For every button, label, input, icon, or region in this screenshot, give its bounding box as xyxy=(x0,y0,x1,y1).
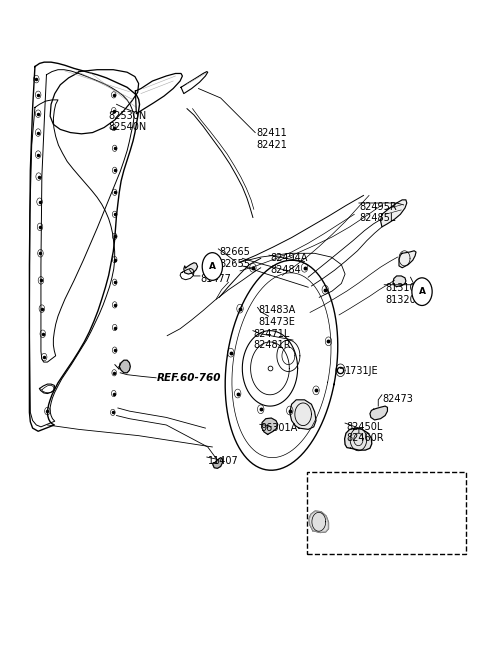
Polygon shape xyxy=(262,418,278,434)
Circle shape xyxy=(412,278,432,305)
Text: 82411
82421: 82411 82421 xyxy=(256,128,287,150)
Bar xyxy=(307,472,466,554)
Text: 82665
82655: 82665 82655 xyxy=(219,247,250,269)
Text: 82450L
82460R: 82450L 82460R xyxy=(346,422,384,443)
Polygon shape xyxy=(184,263,198,274)
Text: 96301A: 96301A xyxy=(261,423,298,433)
Text: 81310
81320: 81310 81320 xyxy=(385,284,416,305)
Polygon shape xyxy=(370,406,387,420)
Polygon shape xyxy=(345,428,372,450)
Text: A: A xyxy=(419,287,425,296)
Text: 82473: 82473 xyxy=(383,394,414,403)
Text: (W/AUTO UP/DOWN
      SAFETY): (W/AUTO UP/DOWN SAFETY) xyxy=(313,479,408,501)
Text: 81477: 81477 xyxy=(201,274,232,284)
Circle shape xyxy=(202,253,223,280)
Text: 81483A
81473E: 81483A 81473E xyxy=(258,305,296,327)
Polygon shape xyxy=(393,276,406,287)
Text: REF.60-760: REF.60-760 xyxy=(157,373,222,383)
Text: 82530N
82540N: 82530N 82540N xyxy=(108,111,147,132)
Text: 82495R
82485L: 82495R 82485L xyxy=(360,202,397,223)
Text: 11407: 11407 xyxy=(208,456,239,466)
Polygon shape xyxy=(381,200,407,227)
Text: 82494A
82484: 82494A 82484 xyxy=(270,253,307,275)
Text: A: A xyxy=(209,262,216,271)
Text: 82471L
82481R: 82471L 82481R xyxy=(254,329,291,350)
Polygon shape xyxy=(399,251,416,268)
Polygon shape xyxy=(119,360,131,373)
Text: 82450L: 82450L xyxy=(363,518,400,528)
Polygon shape xyxy=(213,458,223,468)
Polygon shape xyxy=(309,511,328,533)
Text: 1731JE: 1731JE xyxy=(345,367,379,377)
Polygon shape xyxy=(290,400,316,430)
